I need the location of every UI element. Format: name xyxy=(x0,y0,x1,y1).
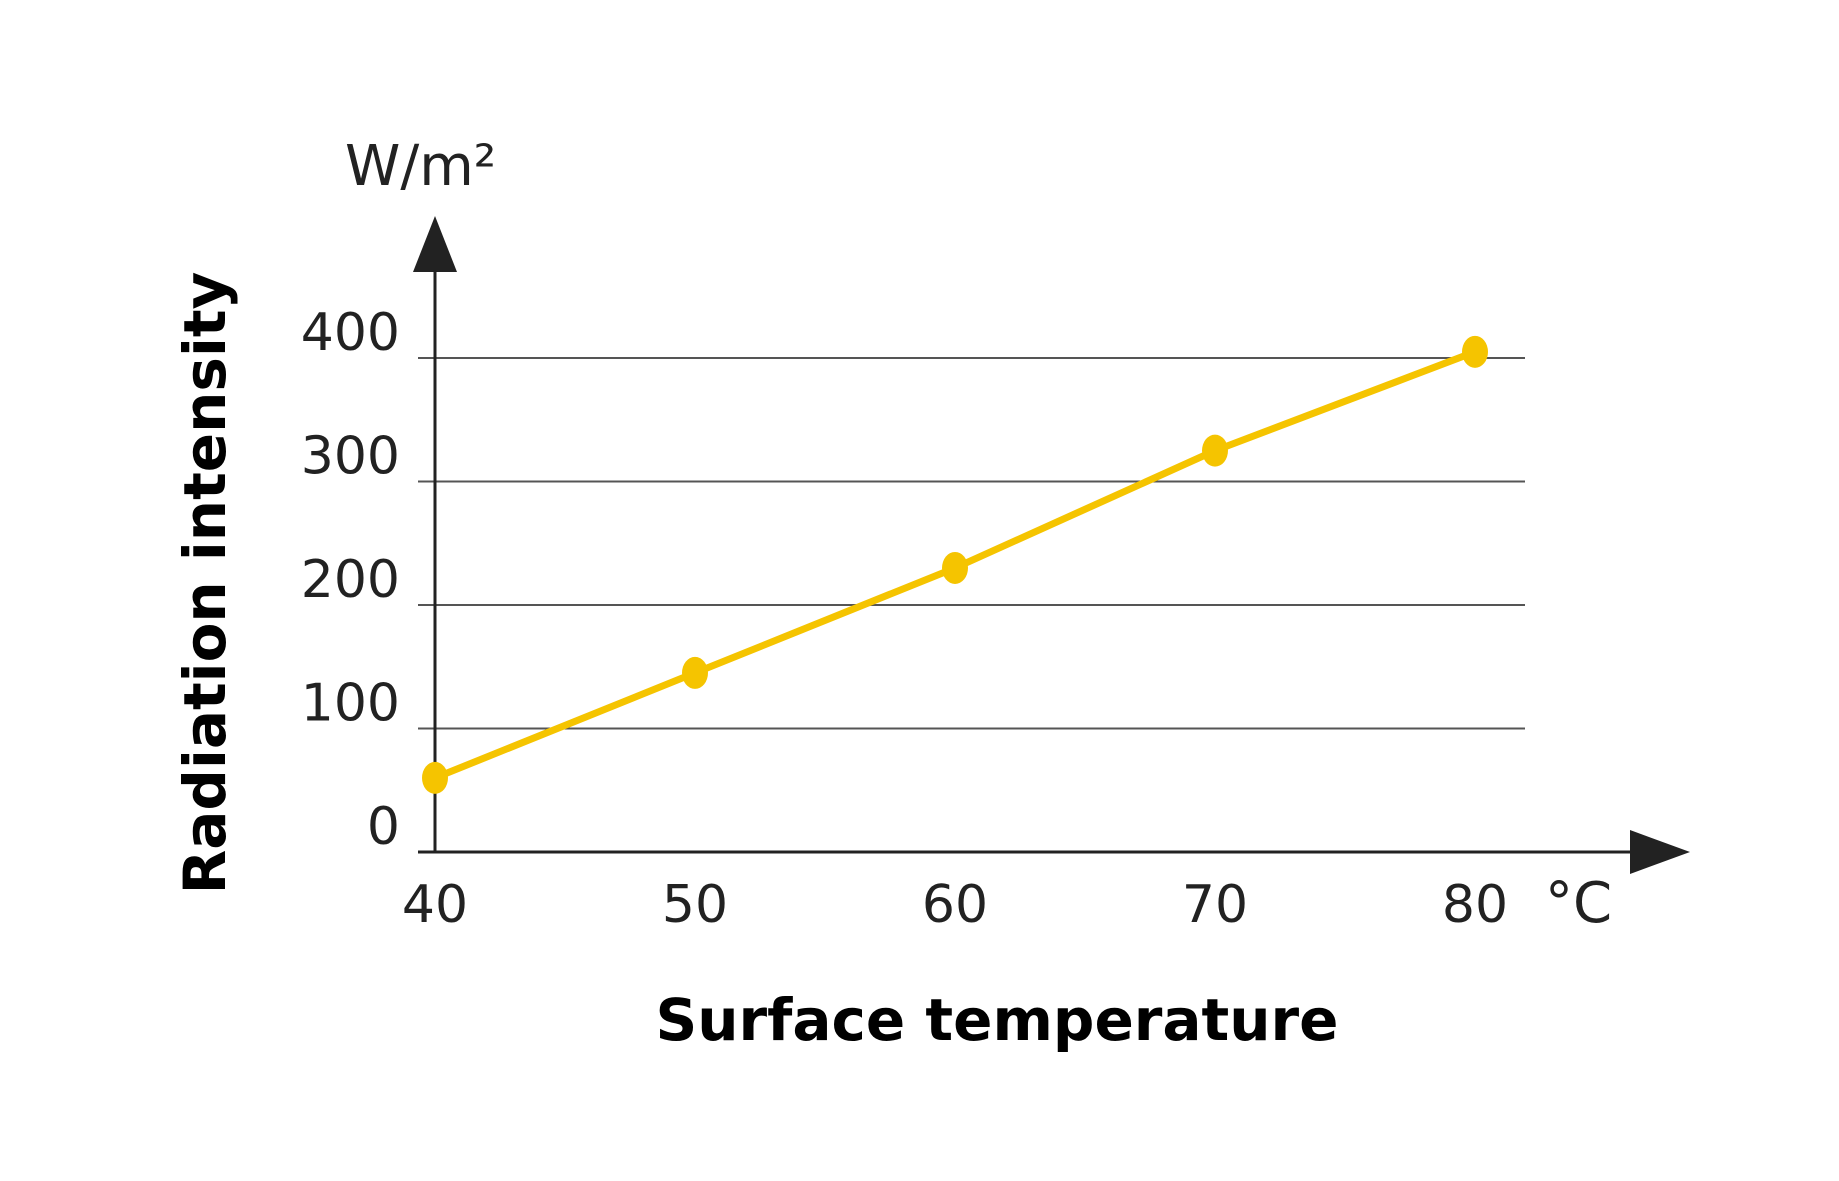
x-axis-title: Surface temperature xyxy=(655,986,1338,1054)
x-tick-label: 40 xyxy=(402,875,468,935)
data-point xyxy=(1202,434,1228,467)
x-tick-label: 80 xyxy=(1442,875,1508,935)
x-tick-label: 50 xyxy=(662,875,728,935)
x-axis-arrow xyxy=(1630,830,1690,874)
y-axis-title: Radiation intensity xyxy=(171,272,239,895)
y-tick-label: 100 xyxy=(301,674,400,734)
data-point xyxy=(682,656,708,689)
y-unit-label: W/m² xyxy=(345,134,496,199)
data-point xyxy=(1462,335,1488,368)
y-tick-label: 200 xyxy=(301,550,400,610)
y-tick-labels: 0 100 200 300 400 xyxy=(301,303,400,857)
x-tick-label: 60 xyxy=(922,875,988,935)
y-tick-label: 400 xyxy=(301,303,400,363)
x-tick-label: 70 xyxy=(1182,875,1248,935)
y-axis-arrow xyxy=(413,216,457,272)
y-tick-label: 0 xyxy=(367,797,400,857)
axes xyxy=(413,216,1690,874)
data-point xyxy=(422,761,448,794)
gridlines xyxy=(418,357,1525,730)
series-layer xyxy=(422,335,1488,794)
x-unit-label: °C xyxy=(1545,871,1612,936)
y-tick-label: 300 xyxy=(301,427,400,487)
data-point xyxy=(942,551,968,584)
x-tick-labels: 40 50 60 70 80 xyxy=(402,875,1508,935)
